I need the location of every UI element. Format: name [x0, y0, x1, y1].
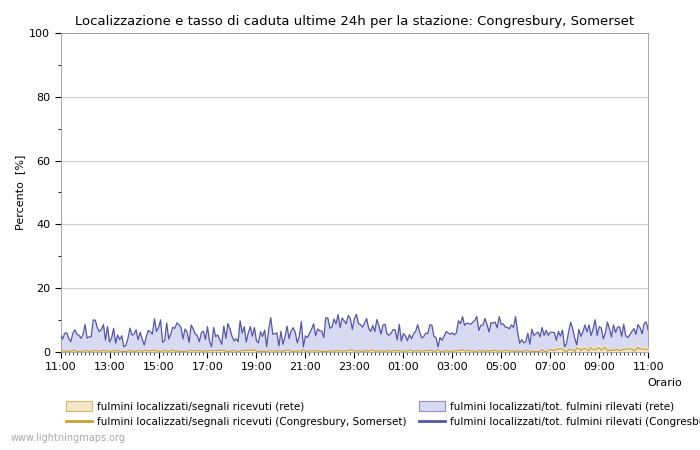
- Text: www.lightningmaps.org: www.lightningmaps.org: [10, 433, 125, 443]
- Title: Localizzazione e tasso di caduta ultime 24h per la stazione: Congresbury, Somers: Localizzazione e tasso di caduta ultime …: [75, 15, 634, 28]
- Legend: fulmini localizzati/segnali ricevuti (rete), fulmini localizzati/segnali ricevut: fulmini localizzati/segnali ricevuti (re…: [66, 401, 700, 427]
- Text: Orario: Orario: [648, 378, 682, 388]
- Y-axis label: Percento  [%]: Percento [%]: [15, 155, 25, 230]
